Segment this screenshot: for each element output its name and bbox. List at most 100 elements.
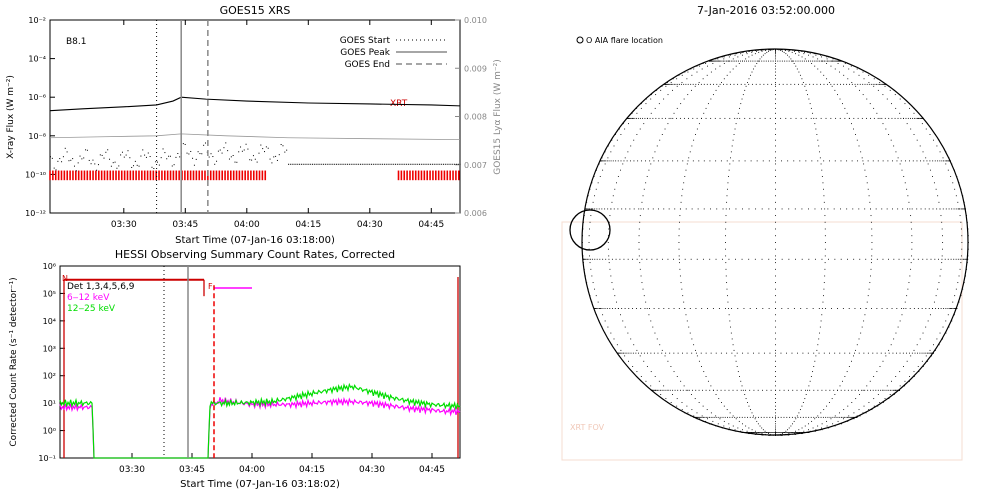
latitude-grid-dot [699, 416, 701, 418]
latitude-grid-dot [716, 60, 718, 62]
latitude-grid-dot [657, 352, 659, 354]
latitude-grid-dot [833, 60, 835, 62]
latitude-grid-dot [835, 117, 837, 119]
longitude-grid-dot [775, 157, 776, 159]
latitude-grid-dot [780, 432, 782, 433]
longitude-grid-dot [737, 427, 739, 429]
latitude-grid-dot [964, 258, 966, 260]
goes-low-channel-point [323, 163, 325, 165]
latitude-grid-dot [862, 83, 864, 85]
latitude-grid-dot [619, 258, 621, 260]
longitude-grid-dot [680, 380, 682, 382]
latitude-grid-dot [712, 416, 714, 418]
latitude-grid-dot [706, 83, 708, 85]
longitude-grid-dot [775, 65, 776, 67]
latitude-grid-dot [658, 117, 660, 119]
latitude-grid-dot [761, 208, 763, 210]
goes-low-channel-point [435, 163, 437, 165]
longitude-grid-dot [784, 49, 786, 51]
goes-low-channel-point [347, 163, 349, 165]
longitude-grid-dot [870, 221, 872, 223]
aia-flare-location-marker [569, 209, 611, 251]
goes-series-line [49, 133, 461, 141]
latitude-grid-dot [872, 389, 874, 391]
longitude-grid-dot [620, 349, 622, 351]
latitude-grid-dot [747, 416, 749, 418]
latitude-grid-dot [744, 160, 746, 162]
longitude-grid-dot [799, 409, 801, 411]
longitude-grid-dot [871, 228, 873, 230]
goes-low-channel-point [105, 151, 107, 153]
latitude-grid-dot [719, 117, 721, 119]
goes-low-channel-point [310, 163, 312, 165]
goes-low-channel-point [79, 155, 81, 157]
latitude-grid-dot [887, 160, 889, 162]
longitude-grid-dot [899, 98, 901, 100]
latitude-grid-dot [779, 432, 781, 433]
latitude-grid-dot [602, 258, 604, 260]
longitude-grid-dot [910, 262, 912, 264]
longitude-grid-dot [822, 182, 824, 184]
longitude-grid-dot [904, 301, 906, 303]
longitude-grid-dot [960, 255, 962, 257]
latitude-grid-dot [941, 258, 943, 260]
goes-low-channel-point [313, 163, 315, 165]
longitude-grid-dot [935, 295, 937, 297]
latitude-grid-dot [663, 208, 665, 210]
longitude-grid-dot [821, 60, 823, 62]
latitude-grid-dot [821, 389, 823, 391]
goes-low-channel-point [256, 161, 258, 163]
longitude-grid-dot [732, 139, 734, 141]
goes-xlabel: Start Time (07-Jan-16 03:18:00) [175, 235, 335, 246]
longitude-grid-dot [690, 68, 692, 70]
longitude-grid-dot [868, 409, 870, 411]
longitude-grid-dot [698, 402, 700, 403]
latitude-grid-dot [700, 83, 702, 85]
goes-plot-frame [49, 19, 461, 214]
goes-low-channel-point [188, 153, 190, 155]
longitude-grid-dot [654, 151, 656, 153]
latitude-grid-dot [805, 60, 807, 62]
longitude-grid-dot [589, 221, 591, 223]
latitude-grid-dot [825, 389, 827, 391]
latitude-grid-dot [866, 117, 867, 119]
latitude-grid-dot [942, 208, 944, 210]
goes-low-channel-point [221, 152, 223, 154]
latitude-grid-dot [959, 258, 961, 260]
goes-low-channel-point [321, 163, 323, 165]
longitude-grid-dot [611, 201, 613, 203]
longitude-grid-dot [688, 157, 690, 159]
goes-low-channel-point [442, 163, 444, 165]
goes-low-channel-point [134, 160, 136, 162]
longitude-grid-dot [751, 429, 753, 431]
longitude-grid-dot [639, 268, 641, 270]
longitude-grid-dot [628, 360, 629, 362]
longitude-grid-dot [870, 275, 871, 277]
latitude-grid-dot [904, 160, 906, 162]
latitude-grid-dot [894, 117, 896, 119]
longitude-grid-dot [608, 221, 610, 223]
latitude-grid-dot [950, 308, 952, 309]
longitude-grid-dot [899, 112, 901, 114]
longitude-grid-dot [611, 282, 613, 284]
longitude-grid-dot [721, 81, 722, 83]
longitude-grid-dot [796, 415, 798, 417]
latitude-grid-dot [794, 416, 796, 418]
latitude-grid-dot [813, 352, 815, 354]
longitude-grid-dot [903, 175, 905, 177]
longitude-grid-dot [808, 60, 809, 62]
latitude-grid-dot [867, 389, 869, 391]
longitude-grid-dot [751, 432, 753, 433]
longitude-grid-dot [808, 54, 809, 56]
latitude-grid-dot [766, 432, 768, 433]
longitude-grid-dot [882, 123, 884, 125]
latitude-grid-dot [784, 432, 786, 433]
goes-low-channel-point [116, 167, 118, 169]
longitude-grid-dot [809, 53, 811, 55]
goes-low-channel-point [195, 158, 197, 160]
longitude-grid-dot [848, 117, 850, 119]
latitude-grid-dot [771, 432, 773, 433]
latitude-grid-dot [851, 160, 853, 162]
latitude-grid-dot [784, 60, 786, 62]
longitude-grid-dot [731, 338, 733, 340]
